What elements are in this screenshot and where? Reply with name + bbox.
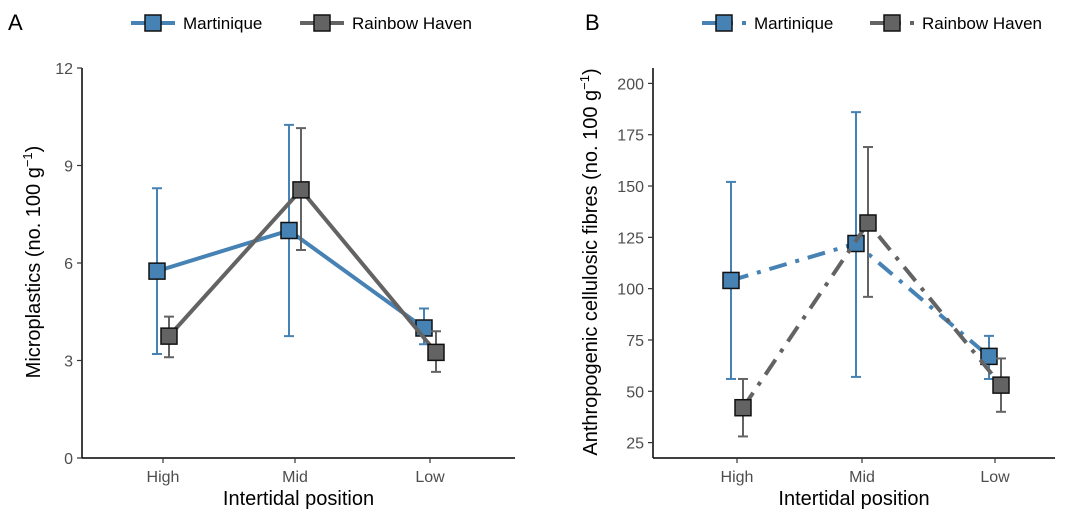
legend-entry-martinique: Martinique: [702, 14, 833, 33]
data-point: [859, 214, 877, 232]
legend-entry-rainbow-haven: Rainbow Haven: [300, 14, 472, 33]
legend-marker: [883, 14, 901, 32]
x-axis-title: Intertidal position: [223, 488, 374, 510]
data-point: [148, 262, 166, 280]
chart-panel-b: B 25 50 75 100 125 150 175 200 High Mid Low Intertid…: [577, 10, 1055, 510]
y-tick-label: 3: [64, 354, 73, 371]
x-tick-label: Mid: [849, 469, 875, 486]
data-point: [722, 271, 740, 290]
data-point: [992, 376, 1010, 394]
x-tick-label: High: [721, 469, 754, 486]
y-tick-label: 200: [617, 76, 644, 93]
panel-letter: A: [8, 10, 23, 35]
series-line: [741, 220, 1003, 409]
y-tick-label: 9: [64, 159, 73, 176]
legend-marker: [313, 14, 331, 32]
data-point: [847, 234, 865, 253]
x-tick-label: Mid: [282, 469, 308, 486]
legend-marker: [144, 14, 162, 32]
chart-panel-a: A 0 3 6 9 12 High Mid Low Intertidal position Micr…: [8, 10, 515, 510]
series-line: [156, 228, 426, 330]
x-axis-title: Intertidal position: [778, 488, 929, 510]
series-rainbow-haven: [734, 146, 1010, 438]
series-line: [730, 241, 991, 358]
x-tick-label: Low: [980, 469, 1010, 486]
series-line: [167, 187, 438, 354]
data-point: [160, 327, 178, 345]
series-martinique: [148, 123, 433, 355]
y-tick-label: 100: [617, 282, 644, 299]
legend-label: Martinique: [183, 14, 262, 33]
data-point: [280, 221, 298, 240]
series-martinique: [722, 111, 998, 380]
data-point: [980, 347, 998, 366]
legend-entry-martinique: Martinique: [131, 14, 262, 33]
y-tick-label: 175: [617, 128, 644, 145]
legend-entry-rainbow-haven: Rainbow Haven: [870, 14, 1042, 33]
y-tick-label: 6: [64, 256, 73, 273]
legend-label: Martinique: [754, 14, 833, 33]
x-tick-label: Low: [415, 469, 445, 486]
y-tick-label: 50: [626, 384, 644, 401]
y-axis-title: Microplastics (no. 100 g−1): [20, 146, 45, 379]
y-tick-label: 12: [55, 61, 73, 78]
panel-letter: B: [585, 10, 600, 35]
y-tick-label: 25: [626, 436, 644, 453]
series-rainbow-haven: [160, 127, 445, 373]
y-tick-label: 75: [626, 333, 644, 350]
x-tick-label: High: [147, 469, 180, 486]
y-tick-label: 125: [617, 230, 644, 247]
y-tick-label: 0: [64, 451, 73, 468]
data-point: [427, 343, 445, 362]
legend-label: Rainbow Haven: [352, 14, 472, 33]
legend-marker: [715, 14, 733, 32]
y-axis-title: Anthropogenic cellulosic fibres (no. 100…: [577, 68, 602, 455]
data-point: [734, 398, 752, 417]
y-tick-label: 150: [617, 179, 644, 196]
legend-label: Rainbow Haven: [922, 14, 1042, 33]
data-point: [292, 181, 310, 199]
